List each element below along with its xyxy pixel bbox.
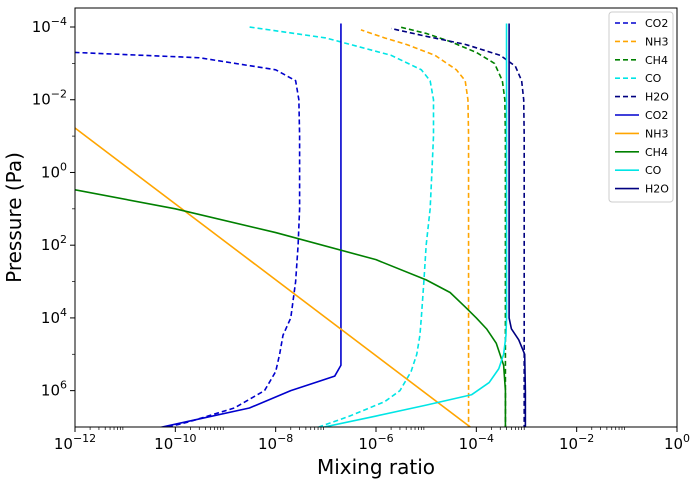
series-line-co-dashed <box>249 26 435 427</box>
legend: CO2 NH3 CH4 CO H2O CO2 NH3 CH4 CO H2O <box>608 11 674 203</box>
x-tick-label: 10−6 <box>358 432 393 453</box>
series-line-h2o-solid <box>508 23 527 427</box>
legend-label: NH3 <box>645 127 669 140</box>
legend-label: CH4 <box>645 146 668 159</box>
series-line-h2o-dashed <box>390 27 525 427</box>
series-line-nh3-dashed <box>360 29 470 427</box>
legend-label: CO <box>645 164 662 177</box>
x-tick-label: 100 <box>664 432 690 453</box>
series-layer <box>75 23 527 427</box>
legend-label: CH4 <box>645 54 668 67</box>
x-tick-label: 10−2 <box>559 432 594 453</box>
legend-label: H2O <box>645 91 669 104</box>
series-line-co2-dashed <box>75 51 301 427</box>
x-axis: 10−12 10−10 10−8 10−6 10−4 10−2 100 <box>54 427 690 453</box>
legend-label: CO2 <box>645 109 668 122</box>
series-line-co2-solid <box>158 23 342 427</box>
y-tick-label: 104 <box>41 306 67 327</box>
legend-label: NH3 <box>645 35 669 48</box>
legend-label: H2O <box>645 183 669 196</box>
series-line-ch4-solid <box>75 189 507 427</box>
y-axis: 10−4 10−2 100 102 104 106 <box>32 15 75 400</box>
y-axis-label: Pressure (Pa) <box>2 152 26 283</box>
series-line-co-solid <box>320 23 508 427</box>
legend-label: CO <box>645 72 662 85</box>
x-tick-label: 10−12 <box>54 432 96 453</box>
y-tick-label: 102 <box>41 233 67 254</box>
series-line-ch4-dashed <box>399 26 507 427</box>
plot-frame <box>74 7 678 428</box>
series-line-nh3-solid <box>75 127 472 427</box>
y-tick-label: 106 <box>41 379 67 400</box>
legend-label: CO2 <box>645 17 668 30</box>
x-axis-label: Mixing ratio <box>317 455 435 479</box>
x-tick-label: 10−4 <box>459 432 494 453</box>
x-tick-label: 10−10 <box>154 432 196 453</box>
y-tick-label: 10−2 <box>32 88 67 109</box>
x-tick-label: 10−8 <box>258 432 293 453</box>
y-tick-label: 10−4 <box>32 15 67 36</box>
y-tick-label: 100 <box>41 160 67 181</box>
